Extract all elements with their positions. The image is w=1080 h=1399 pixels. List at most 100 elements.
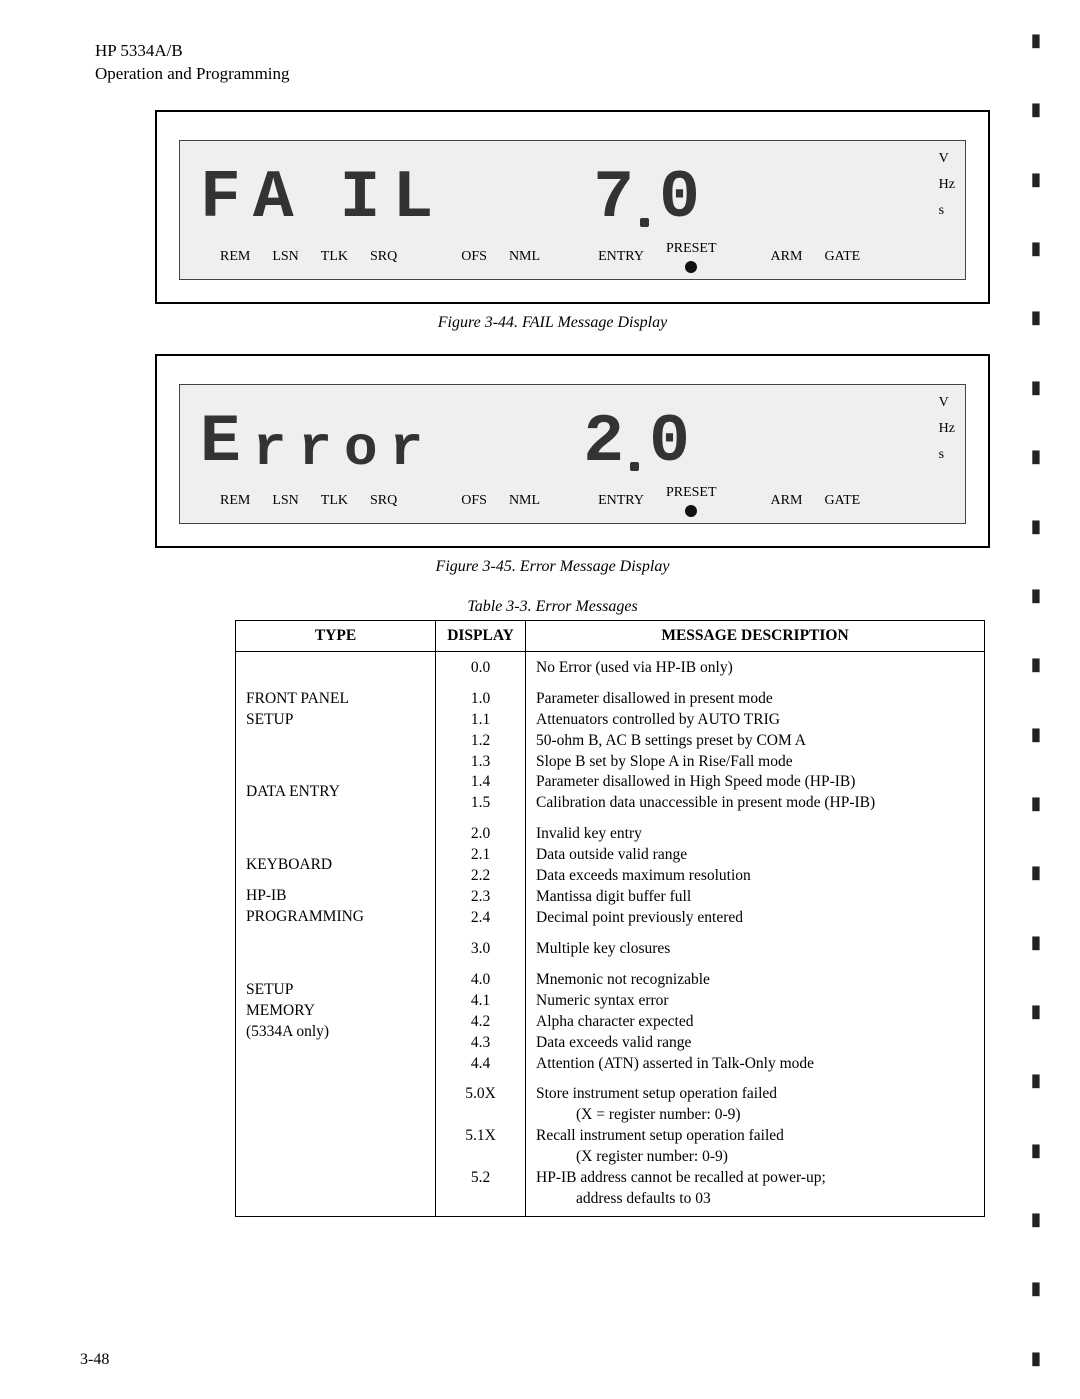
message-group: Parameter disallowed in present modeAtte… xyxy=(536,689,974,815)
units-column: V Hz s xyxy=(939,151,955,219)
message-group: Mnemonic not recognizableNumeric syntax … xyxy=(536,970,974,1075)
seg-char: I xyxy=(340,165,379,233)
message-text: Recall instrument setup operation failed xyxy=(536,1126,974,1147)
display-code: 4.2 xyxy=(446,1012,515,1033)
type-group xyxy=(246,658,425,679)
type-cell: FRONT PANELSETUP DATA ENTRY KEYBOARDHP-I… xyxy=(236,651,436,1216)
table-header: TYPE xyxy=(236,620,436,651)
decimal-dot-icon xyxy=(630,462,639,471)
code-group: 1.01.11.21.31.41.5 xyxy=(446,689,515,815)
message-group: Invalid key entryData outside valid rang… xyxy=(536,824,974,929)
message-group: No Error (used via HP-IB only) xyxy=(536,658,974,679)
code-group: 3.0 xyxy=(446,939,515,960)
display-code: 4.4 xyxy=(446,1054,515,1075)
seg-char: r xyxy=(390,421,422,477)
seg-char: 7 xyxy=(593,165,632,233)
type-group: SETUPMEMORY(5334A only) xyxy=(246,980,425,1085)
error-seven-seg-row: E r r o r 2 0 xyxy=(200,397,949,477)
units-column: V Hz s xyxy=(939,395,955,463)
display-code: 2.0 xyxy=(446,824,515,845)
document-header: HP 5334A/B Operation and Programming xyxy=(95,40,1010,86)
unit-label: Hz xyxy=(939,177,955,193)
annunciator: ENTRY xyxy=(598,493,644,509)
seg-char: r xyxy=(253,421,285,477)
error-display-panel: E r r o r 2 0 V Hz s REM LSN TLK SRQ OFS… xyxy=(179,384,966,524)
table-header-row: TYPE DISPLAY MESSAGE DESCRIPTION xyxy=(236,620,985,651)
message-text: Data exceeds maximum resolution xyxy=(536,866,974,887)
message-text: Calibration data unaccessible in present… xyxy=(536,793,974,814)
display-code: 2.2 xyxy=(446,866,515,887)
type-label: FRONT PANEL xyxy=(246,689,425,710)
message-group: Multiple key closures xyxy=(536,939,974,960)
type-label: HP-IB xyxy=(246,886,425,907)
annunciator: ARM xyxy=(771,249,803,265)
message-text: Mantissa digit buffer full xyxy=(536,887,974,908)
spiral-binding-icon: ▮▮▮▮▮▮▮▮▮▮▮▮▮▮▮▮▮▮▮▮ xyxy=(1032,30,1062,1369)
unit-label: V xyxy=(939,395,955,411)
message-text: Store instrument setup operation failed xyxy=(536,1084,974,1105)
annunciator: REM xyxy=(220,493,250,509)
annunciator: ENTRY xyxy=(598,249,644,265)
seg-char: A xyxy=(253,165,292,233)
header-line-2: Operation and Programming xyxy=(95,63,1010,86)
message-subtext: (X = register number: 0-9) xyxy=(536,1105,974,1126)
type-group: KEYBOARD xyxy=(246,855,425,876)
page-number: 3-48 xyxy=(80,1351,109,1369)
message-text: Data outside valid range xyxy=(536,845,974,866)
type-label: DATA ENTRY xyxy=(246,782,425,803)
unit-label: s xyxy=(939,203,955,219)
annunciator: LSN xyxy=(272,493,298,509)
display-code: 3.0 xyxy=(446,939,515,960)
display-code: 4.1 xyxy=(446,991,515,1012)
type-label: SETUP xyxy=(246,710,425,731)
message-text: Parameter disallowed in present mode xyxy=(536,689,974,710)
annunciator: SRQ xyxy=(370,493,397,509)
display-code: 1.2 xyxy=(446,731,515,752)
error-messages-table: TYPE DISPLAY MESSAGE DESCRIPTION FRONT P… xyxy=(235,620,985,1217)
seg-char: 0 xyxy=(659,165,698,233)
type-label: MEMORY xyxy=(246,1001,425,1022)
code-group: 4.04.14.24.34.4 xyxy=(446,970,515,1075)
display-code: 5.1X xyxy=(446,1126,515,1147)
preset-dot-icon xyxy=(685,505,697,517)
type-label: (5334A only) xyxy=(246,1022,425,1043)
annunciator: LSN xyxy=(272,249,298,265)
display-code: 5.0X xyxy=(446,1084,515,1105)
type-label: PROGRAMMING xyxy=(246,907,425,928)
annunciator: NML xyxy=(509,493,540,509)
header-line-1: HP 5334A/B xyxy=(95,40,1010,63)
message-text: Numeric syntax error xyxy=(536,991,974,1012)
message-subtext: (X register number: 0-9) xyxy=(536,1147,974,1168)
message-text: Invalid key entry xyxy=(536,824,974,845)
type-label: SETUP xyxy=(246,980,425,1001)
seg-char: r xyxy=(298,421,330,477)
message-group: Store instrument setup operation failed(… xyxy=(536,1084,974,1210)
message-text: Slope B set by Slope A in Rise/Fall mode xyxy=(536,752,974,773)
type-group: HP-IBPROGRAMMING xyxy=(246,886,425,970)
message-text: HP-IB address cannot be recalled at powe… xyxy=(536,1168,974,1189)
annunciator: GATE xyxy=(824,493,860,509)
figure-45-caption: Figure 3-45. Error Message Display xyxy=(95,558,1010,576)
annunciator-row: REM LSN TLK SRQ OFS NML ENTRY PRESET ARM… xyxy=(200,241,949,273)
message-text: Alpha character expected xyxy=(536,1012,974,1033)
table-caption: Table 3-3. Error Messages xyxy=(95,598,1010,616)
figure-44-caption: Figure 3-44. FAIL Message Display xyxy=(95,314,1010,332)
message-text: Attention (ATN) asserted in Talk-Only mo… xyxy=(536,1054,974,1075)
type-label: KEYBOARD xyxy=(246,855,425,876)
message-text: Data exceeds valid range xyxy=(536,1033,974,1054)
annunciator-row: REM LSN TLK SRQ OFS NML ENTRY PRESET ARM… xyxy=(200,485,949,517)
type-group: DATA ENTRY xyxy=(246,782,425,845)
display-code: 4.3 xyxy=(446,1033,515,1054)
display-code: 2.1 xyxy=(446,845,515,866)
seg-char: E xyxy=(200,409,239,477)
display-cell: 0.01.01.11.21.31.41.52.02.12.22.32.43.04… xyxy=(436,651,526,1216)
display-code: 1.3 xyxy=(446,752,515,773)
table-row: FRONT PANELSETUP DATA ENTRY KEYBOARDHP-I… xyxy=(236,651,985,1216)
message-text: Attenuators controlled by AUTO TRIG xyxy=(536,710,974,731)
display-code: 0.0 xyxy=(446,658,515,679)
seg-char: 0 xyxy=(649,409,688,477)
message-text: Parameter disallowed in High Speed mode … xyxy=(536,772,974,793)
decimal-dot-icon xyxy=(640,218,649,227)
annunciator: TLK xyxy=(321,249,348,265)
seg-char: L xyxy=(392,165,431,233)
